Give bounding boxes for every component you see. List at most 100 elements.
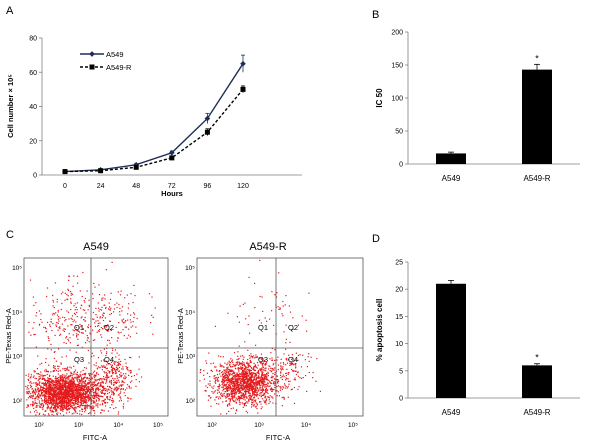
event-dot — [113, 362, 115, 364]
event-dot — [226, 386, 228, 389]
event-dot — [62, 291, 64, 293]
event-dot — [95, 393, 97, 395]
event-dot — [244, 376, 246, 378]
event-dot — [245, 376, 248, 378]
event-dot — [272, 372, 274, 375]
event-dot — [249, 332, 251, 334]
event-dot — [76, 311, 78, 313]
x-category-label: A549-R — [523, 174, 550, 183]
event-dot — [53, 396, 55, 398]
event-dot — [40, 391, 43, 393]
event-dot — [226, 378, 228, 380]
event-dot — [107, 398, 109, 400]
event-dot — [295, 352, 297, 354]
event-dot — [249, 369, 251, 371]
event-dot — [248, 368, 250, 370]
event-dot — [129, 356, 131, 358]
event-dot — [46, 381, 49, 383]
event-dot — [76, 302, 78, 304]
event-dot — [50, 398, 52, 400]
event-dot — [64, 404, 66, 406]
event-dot — [80, 400, 82, 403]
event-dot — [258, 383, 260, 385]
event-dot — [96, 331, 98, 333]
event-dot — [229, 364, 231, 366]
event-dot — [73, 373, 75, 375]
event-dot — [32, 296, 34, 298]
event-dot — [117, 331, 119, 333]
event-dot — [88, 398, 91, 400]
event-dot — [32, 390, 34, 392]
event-dot — [32, 394, 34, 396]
event-dot — [71, 372, 73, 375]
x-category-label: A549 — [442, 408, 461, 417]
event-dot — [100, 360, 102, 362]
event-dot — [67, 338, 69, 340]
event-dot — [56, 394, 58, 396]
event-dot — [293, 402, 296, 404]
event-dot — [54, 334, 56, 336]
event-dot — [250, 372, 252, 374]
event-dot — [246, 371, 248, 373]
event-dot — [52, 407, 54, 409]
flow-plot-a549-y-label: PE-Texas Red-A — [4, 308, 13, 363]
event-dot — [79, 375, 81, 377]
event-dot — [231, 397, 233, 399]
event-dot — [118, 394, 120, 396]
event-dot — [88, 383, 90, 385]
event-dot — [261, 392, 263, 394]
event-dot — [105, 326, 107, 328]
event-dot — [132, 325, 134, 327]
event-dot — [48, 380, 50, 382]
event-dot — [230, 366, 232, 368]
event-dot — [262, 365, 264, 367]
event-dot — [124, 375, 126, 377]
event-dot — [97, 357, 100, 359]
event-dot — [223, 370, 226, 372]
event-dot — [253, 392, 255, 394]
event-dot — [81, 387, 83, 389]
event-dot — [245, 405, 247, 407]
event-dot — [37, 388, 40, 390]
event-dot — [255, 380, 257, 382]
event-dot — [55, 382, 57, 384]
event-dot — [254, 365, 256, 367]
event-dot — [266, 376, 268, 378]
event-dot — [129, 319, 131, 321]
event-dot — [285, 364, 287, 366]
event-dot — [71, 389, 73, 391]
event-dot — [71, 378, 73, 380]
event-dot — [117, 394, 119, 396]
event-dot — [269, 381, 271, 383]
event-dot — [105, 382, 107, 384]
event-dot — [94, 392, 97, 394]
event-dot — [256, 356, 258, 358]
event-dot — [237, 397, 240, 400]
event-dot — [64, 377, 66, 379]
event-dot — [70, 379, 72, 381]
event-dot — [74, 396, 76, 398]
event-dot — [126, 294, 128, 296]
event-dot — [252, 367, 255, 369]
event-dot — [113, 388, 115, 391]
event-dot — [58, 348, 60, 350]
event-dot — [285, 348, 287, 350]
series-line-a549-r — [64, 88, 244, 173]
event-dot — [52, 299, 54, 301]
flow-plot-a549-r-q4: Q4 — [288, 355, 298, 364]
event-dot — [236, 359, 238, 361]
event-dot — [120, 391, 122, 393]
event-dot — [114, 304, 116, 306]
event-dot — [292, 317, 294, 319]
event-dot — [76, 275, 78, 277]
event-dot — [70, 324, 72, 326]
event-dot — [98, 389, 100, 391]
event-dot — [122, 407, 125, 409]
event-dot — [236, 372, 238, 374]
chart-a-x-tick-label: 120 — [237, 183, 249, 190]
event-dot — [51, 394, 53, 396]
event-dot — [62, 400, 64, 402]
event-dot — [105, 306, 107, 308]
event-dot — [294, 379, 297, 381]
event-dot — [65, 388, 67, 390]
